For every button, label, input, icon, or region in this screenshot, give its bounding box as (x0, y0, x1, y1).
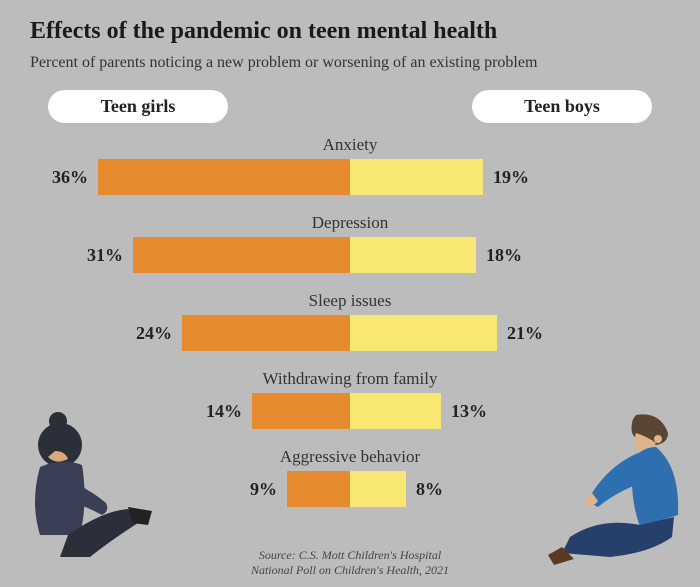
value-girls: 31% (87, 237, 123, 273)
chart-subtitle: Percent of parents noticing a new proble… (30, 54, 537, 72)
legend-label: Teen girls (101, 96, 176, 116)
legend-label: Teen boys (524, 96, 600, 116)
value-boys: 21% (507, 315, 543, 351)
value-boys: 8% (416, 471, 443, 507)
bar-boys (350, 315, 497, 351)
chart-row: Anxiety 36% 19% (0, 135, 700, 195)
bar-girls (182, 315, 350, 351)
bar-boys (350, 159, 483, 195)
bar-boys (350, 471, 406, 507)
bar-boys (350, 237, 476, 273)
chart-row: Sleep issues 24% 21% (0, 291, 700, 351)
chart-title: Effects of the pandemic on teen mental h… (30, 18, 497, 45)
legend-teen-girls: Teen girls (48, 90, 228, 123)
bar-girls (252, 393, 350, 429)
value-boys: 18% (486, 237, 522, 273)
teen-boy-illustration (540, 397, 690, 567)
category-label: Withdrawing from family (0, 369, 700, 389)
bar-girls (133, 237, 350, 273)
legend-teen-boys: Teen boys (472, 90, 652, 123)
source-line-1: Source: C.S. Mott Children's Hospital (259, 548, 441, 562)
value-boys: 13% (451, 393, 487, 429)
bar-girls (98, 159, 350, 195)
value-boys: 19% (493, 159, 529, 195)
source-citation: Source: C.S. Mott Children's Hospital Na… (0, 548, 700, 577)
value-girls: 9% (250, 471, 277, 507)
teen-girl-illustration (10, 407, 160, 567)
value-girls: 24% (136, 315, 172, 351)
bar-girls (287, 471, 350, 507)
value-girls: 36% (52, 159, 88, 195)
value-girls: 14% (206, 393, 242, 429)
category-label: Depression (0, 213, 700, 233)
category-label: Sleep issues (0, 291, 700, 311)
source-line-2: National Poll on Children's Health, 2021 (251, 563, 449, 577)
category-label: Anxiety (0, 135, 700, 155)
chart-row: Depression 31% 18% (0, 213, 700, 273)
bar-boys (350, 393, 441, 429)
infographic-canvas: Effects of the pandemic on teen mental h… (0, 0, 700, 587)
